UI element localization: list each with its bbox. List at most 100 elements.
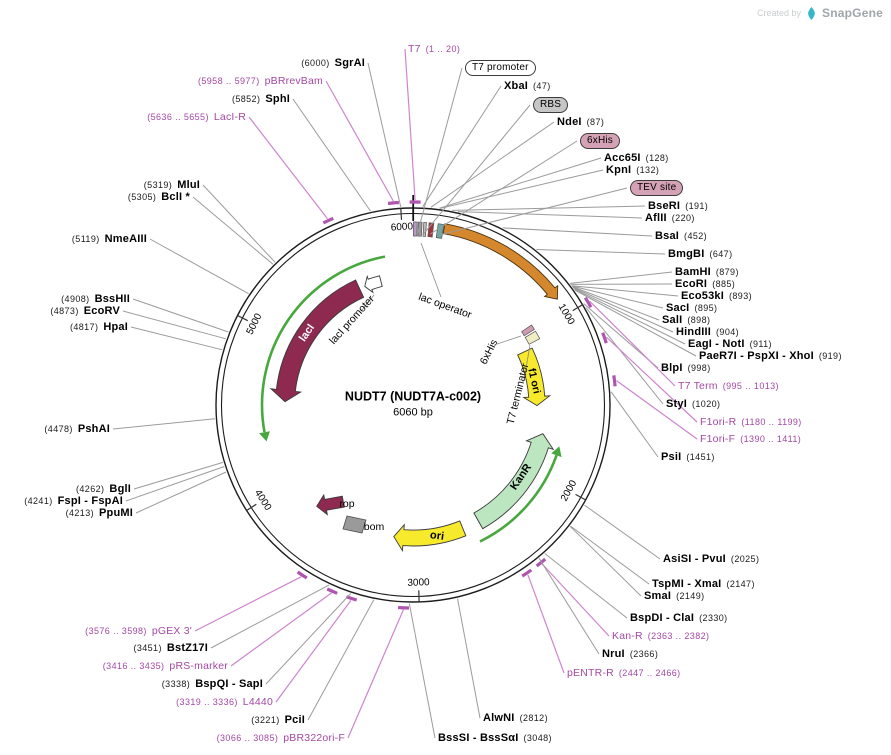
- site-label-t7-promoter[interactable]: T7 promoter: [465, 60, 536, 76]
- site-position: (3338): [161, 679, 191, 689]
- feature-rop[interactable]: [316, 493, 345, 516]
- site-name: RBS: [533, 97, 569, 113]
- primer-mark-pentr-r[interactable]: [521, 568, 533, 578]
- site-label-tev-site[interactable]: TEV site: [630, 180, 684, 196]
- site-label-alwni[interactable]: AlwNI (2812): [483, 713, 548, 724]
- site-label-l4440[interactable]: (3319 .. 3336) L4440: [176, 697, 273, 708]
- site-label-bcli[interactable]: (5305) BclI *: [128, 192, 190, 203]
- primer-mark-kan-r[interactable]: [535, 557, 547, 568]
- site-label-bsssi-bsss-i[interactable]: BssSI - BssSαI (3048): [438, 733, 552, 744]
- site-position: (4478): [44, 424, 73, 434]
- site-position: (3221): [251, 715, 280, 725]
- site-label-f1ori-f[interactable]: F1ori-F (1390 .. 1411): [700, 434, 801, 445]
- site-label-ndei[interactable]: NdeI (87): [557, 117, 604, 128]
- feature-bom[interactable]: [342, 515, 367, 534]
- inner-leader-laci-promoter: [361, 294, 375, 311]
- feature-laci[interactable]: [269, 279, 365, 403]
- site-label-sphi[interactable]: (5852) SphI: [232, 94, 290, 105]
- site-label-paer7i-pspxi-xhoi[interactable]: PaeR7I - PspXI - XhoI (919): [699, 351, 842, 362]
- tick-mark-6000: [400, 208, 403, 220]
- site-label-pentr-r[interactable]: pENTR-R (2447 .. 2466): [567, 668, 681, 679]
- site-label-eagi-noti[interactable]: EagI - NotI (911): [688, 339, 772, 350]
- primer-mark-l4440[interactable]: [345, 595, 358, 602]
- site-label-ecorv[interactable]: (4873) EcoRV: [50, 306, 120, 317]
- site-label-bseri[interactable]: BseRI (191): [648, 201, 708, 212]
- site-name: FspI - FspAI: [57, 495, 123, 507]
- site-label-f1ori-r[interactable]: F1ori-R (1180 .. 1199): [700, 417, 802, 428]
- feature-f1-ori[interactable]: [517, 347, 552, 407]
- primer-mark-laci-r[interactable]: [322, 216, 334, 225]
- site-label-ecori[interactable]: EcoRI (885): [675, 279, 735, 290]
- primer-mark-t7-term[interactable]: [583, 296, 593, 308]
- site-label-6xhis[interactable]: 6xHis: [580, 133, 621, 149]
- site-label-hpai[interactable]: (4817) HpaI: [70, 322, 128, 333]
- feature-ori[interactable]: [393, 520, 467, 553]
- site-label-acc65i[interactable]: Acc65I (128): [604, 153, 669, 164]
- feature-label-6xhis: 6xHis: [477, 337, 501, 367]
- site-label-ppumi[interactable]: (4213) PpuMI: [66, 508, 133, 519]
- site-label-pgex-3[interactable]: (3576 .. 3598) pGEX 3': [85, 626, 192, 637]
- site-position: (911): [749, 339, 772, 349]
- site-label-nrui[interactable]: NruI (2366): [602, 649, 658, 660]
- site-label-saci[interactable]: SacI (895): [666, 303, 717, 314]
- site-label-mlui[interactable]: (5319) MluI: [144, 180, 200, 191]
- feature-laci-promoter[interactable]: [364, 274, 383, 294]
- site-label-kan-r[interactable]: Kan-R (2363 .. 2382): [612, 631, 709, 642]
- feature-kanr[interactable]: [473, 433, 555, 530]
- site-label-smai[interactable]: SmaI (2149): [644, 591, 705, 602]
- site-label-bamhi[interactable]: BamHI (879): [675, 267, 739, 278]
- feature-his-c-bar[interactable]: [521, 324, 535, 337]
- site-label-pbrrevbam[interactable]: (5958 .. 5977) pBRrevBam: [198, 76, 323, 87]
- site-label-kpni[interactable]: KpnI (132): [606, 165, 659, 176]
- feature-lac-operator-bar[interactable]: [417, 221, 423, 237]
- plasmid-center-label: NUDT7 (NUDT7A-c002) 6060 bp: [345, 390, 481, 419]
- site-label-tspmi-xmai[interactable]: TspMI - XmaI (2147): [652, 579, 755, 590]
- site-label-bsai[interactable]: BsaI (452): [655, 231, 707, 242]
- site-label-sali[interactable]: SalI (898): [662, 315, 710, 326]
- leader-alwni: [457, 598, 481, 719]
- site-label-aflii[interactable]: AflII (220): [645, 213, 695, 224]
- site-label-xbai[interactable]: XbaI (47): [504, 81, 551, 92]
- site-label-bgli[interactable]: (4262) BglI: [76, 484, 131, 495]
- site-label-hindiii[interactable]: HindIII (904): [676, 327, 739, 338]
- feature-orf-frame-right[interactable]: [479, 454, 558, 543]
- site-position: (647): [709, 249, 733, 259]
- leader-pcii: [307, 599, 375, 721]
- site-position: (3451): [133, 643, 162, 653]
- site-label-t7[interactable]: T7 (1 .. 20): [408, 44, 460, 55]
- site-label-eco53ki[interactable]: Eco53kI (893): [681, 291, 752, 302]
- primer-mark-f1ori-f[interactable]: [612, 375, 617, 387]
- site-position: (919): [818, 351, 842, 361]
- feature-t7-term-bar[interactable]: [524, 330, 541, 345]
- site-label-fspi-fspai[interactable]: (4241) FspI - FspAI: [24, 496, 123, 507]
- site-label-styi[interactable]: StyI (1020): [666, 399, 720, 410]
- primer-mark-pbr322ori-f[interactable]: [397, 605, 410, 610]
- site-label-blpi[interactable]: BlpI (998): [661, 363, 711, 374]
- site-label-bstz17i[interactable]: (3451) BstZ17I: [133, 643, 208, 654]
- leader-asisi-pvui: [584, 504, 661, 560]
- site-label-bspdi-clai[interactable]: BspDI - ClaI (2330): [630, 613, 728, 624]
- site-label-rbs[interactable]: RBS: [533, 97, 569, 113]
- site-label-prs-marker[interactable]: (3416 .. 3435) pRS-marker: [103, 661, 228, 672]
- site-label-laci-r[interactable]: (5636 .. 5655) LacI-R: [147, 112, 246, 123]
- site-label-sgrai[interactable]: (6000) SgrAI: [301, 58, 365, 69]
- feature-t7-promoter-bar[interactable]: [413, 221, 418, 237]
- primer-mark-pgex-3[interactable]: [296, 570, 308, 580]
- site-label-nmeaiii[interactable]: (5119) NmeAIII: [72, 234, 147, 245]
- site-label-pshai[interactable]: (4478) PshAI: [44, 424, 110, 435]
- feature-orf-frame-left[interactable]: [260, 255, 386, 433]
- site-label-asisi-pvui[interactable]: AsiSI - PvuI (2025): [663, 554, 759, 565]
- site-label-psii[interactable]: PsiI (1451): [661, 452, 715, 463]
- primer-mark-prs-marker[interactable]: [326, 587, 338, 595]
- site-label-t7-term[interactable]: T7 Term (995 .. 1013): [678, 381, 779, 392]
- site-label-pcii[interactable]: (3221) PciI: [251, 715, 305, 726]
- site-label-pbr322ori-f[interactable]: (3066 .. 3085) pBR322ori-F: [217, 733, 345, 744]
- site-position: (2147): [726, 579, 755, 589]
- site-label-bspqi-sapi[interactable]: (3338) BspQI - SapI: [162, 679, 263, 690]
- site-label-bmgbi[interactable]: BmgBI (647): [668, 249, 732, 260]
- site-label-bsshii[interactable]: (4908) BssHII: [61, 294, 130, 305]
- site-name: L4440: [242, 696, 273, 708]
- primer-mark-pbrrevbam[interactable]: [387, 200, 400, 206]
- site-position: (879): [715, 267, 739, 277]
- primer-mark-f1ori-r[interactable]: [601, 332, 608, 344]
